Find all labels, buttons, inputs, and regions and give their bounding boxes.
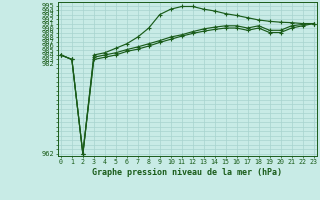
X-axis label: Graphe pression niveau de la mer (hPa): Graphe pression niveau de la mer (hPa) (92, 168, 282, 177)
